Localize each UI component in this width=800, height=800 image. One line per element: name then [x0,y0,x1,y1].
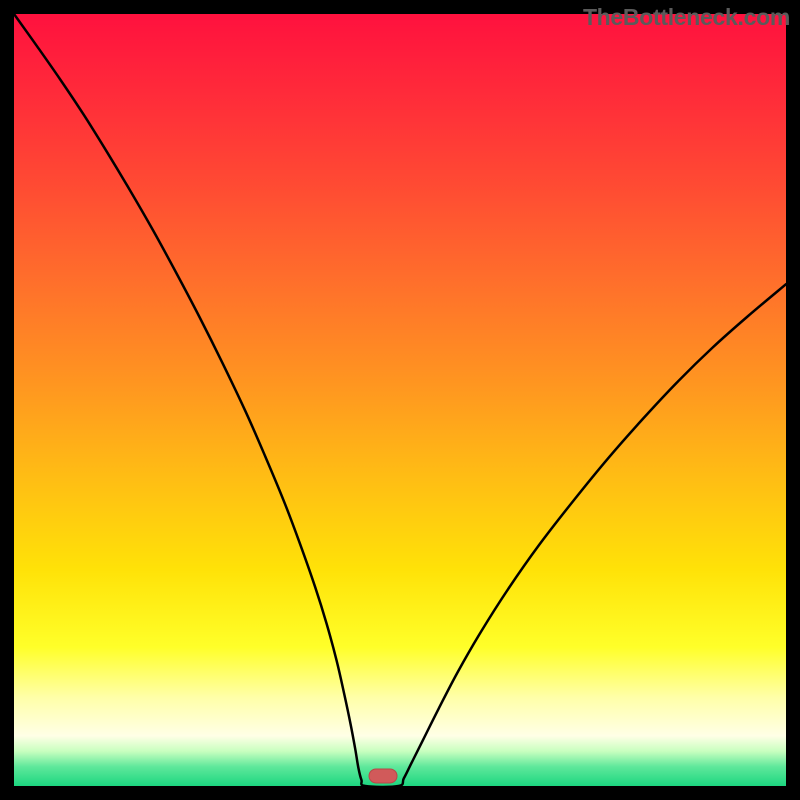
heat-gradient-plot [0,0,800,800]
optimal-marker [369,769,397,783]
chart-frame: TheBottleneck.com [0,0,800,800]
watermark-text: TheBottleneck.com [583,4,790,31]
